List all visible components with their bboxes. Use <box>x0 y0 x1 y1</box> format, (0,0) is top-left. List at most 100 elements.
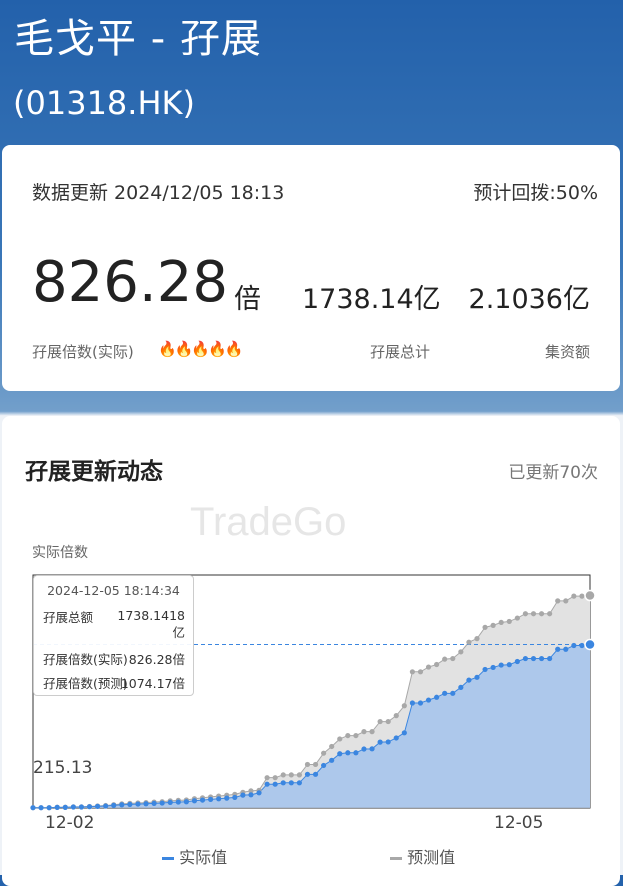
data-point-actual[interactable] <box>466 677 472 683</box>
data-point-actual[interactable] <box>321 762 327 769</box>
data-point-predicted[interactable] <box>506 618 512 625</box>
data-point-predicted[interactable] <box>248 788 254 794</box>
data-point-predicted[interactable] <box>530 611 537 617</box>
data-point-actual[interactable] <box>143 801 149 807</box>
data-point-predicted[interactable] <box>563 598 569 604</box>
data-point-actual[interactable] <box>409 700 416 706</box>
data-point-predicted[interactable] <box>377 718 383 725</box>
data-point-predicted[interactable] <box>522 611 529 617</box>
data-point-actual[interactable] <box>547 655 553 662</box>
data-point-actual[interactable] <box>563 646 569 652</box>
data-point-actual[interactable] <box>248 792 254 798</box>
data-point-predicted[interactable] <box>555 598 561 604</box>
data-point-actual[interactable] <box>127 801 133 807</box>
data-point-actual[interactable] <box>94 803 101 809</box>
data-point-actual[interactable] <box>538 655 545 662</box>
data-point-actual[interactable] <box>199 797 206 803</box>
data-point-actual[interactable] <box>288 780 294 786</box>
data-point-predicted[interactable] <box>385 718 391 725</box>
data-point-actual[interactable] <box>232 794 238 801</box>
data-point-actual[interactable] <box>103 803 109 809</box>
data-point-actual[interactable] <box>167 799 173 806</box>
data-point-actual[interactable] <box>304 771 311 777</box>
data-point-actual[interactable] <box>345 750 351 756</box>
data-point-actual[interactable] <box>224 795 230 801</box>
data-point-actual[interactable] <box>584 638 596 651</box>
data-point-actual[interactable] <box>264 781 270 787</box>
data-point-predicted[interactable] <box>442 656 448 662</box>
data-point-actual[interactable] <box>369 746 375 752</box>
data-point-predicted[interactable] <box>571 593 577 599</box>
data-point-actual[interactable] <box>490 664 496 671</box>
data-point-predicted[interactable] <box>304 761 311 768</box>
data-point-predicted[interactable] <box>417 669 424 675</box>
data-point-actual[interactable] <box>514 658 520 665</box>
data-point-predicted[interactable] <box>425 664 432 670</box>
data-point-actual[interactable] <box>425 697 432 703</box>
data-point-actual[interactable] <box>30 805 36 811</box>
data-point-actual[interactable] <box>385 739 391 745</box>
data-point-predicted[interactable] <box>321 750 327 756</box>
data-point-actual[interactable] <box>159 800 165 806</box>
data-point-predicted[interactable] <box>538 611 545 617</box>
data-point-actual[interactable] <box>46 805 52 811</box>
data-point-predicted[interactable] <box>458 649 464 655</box>
data-point-predicted[interactable] <box>312 761 319 768</box>
data-point-actual[interactable] <box>442 690 448 696</box>
data-point-predicted[interactable] <box>547 611 553 617</box>
data-point-actual[interactable] <box>38 805 44 811</box>
data-point-predicted[interactable] <box>288 772 294 778</box>
data-point-predicted[interactable] <box>498 619 504 626</box>
data-point-actual[interactable] <box>434 694 440 700</box>
data-point-actual[interactable] <box>506 662 512 668</box>
legend-predicted[interactable]: 预测值 <box>390 844 455 868</box>
data-point-predicted[interactable] <box>466 639 472 645</box>
data-point-predicted[interactable] <box>296 772 302 778</box>
data-point-actual[interactable] <box>522 655 529 662</box>
data-point-actual[interactable] <box>111 802 117 808</box>
data-point-actual[interactable] <box>312 771 319 777</box>
data-point-actual[interactable] <box>54 804 60 810</box>
data-point-actual[interactable] <box>151 800 157 806</box>
data-point-predicted[interactable] <box>434 661 440 668</box>
data-point-actual[interactable] <box>280 780 286 786</box>
data-point-actual[interactable] <box>207 796 214 803</box>
data-point-actual[interactable] <box>329 757 335 763</box>
data-point-actual[interactable] <box>393 735 399 741</box>
data-point-predicted[interactable] <box>474 636 480 642</box>
data-point-predicted[interactable] <box>369 729 375 735</box>
data-point-actual[interactable] <box>78 804 85 810</box>
data-point-actual[interactable] <box>417 700 424 706</box>
data-point-predicted[interactable] <box>490 622 496 628</box>
data-point-predicted[interactable] <box>329 743 335 750</box>
data-point-predicted[interactable] <box>401 703 407 709</box>
data-point-actual[interactable] <box>571 642 577 649</box>
data-point-actual[interactable] <box>296 780 302 786</box>
data-point-predicted[interactable] <box>272 775 278 781</box>
data-point-actual[interactable] <box>119 802 125 808</box>
data-point-predicted[interactable] <box>280 772 286 778</box>
data-point-predicted[interactable] <box>584 589 596 602</box>
legend-actual[interactable]: 实际值 <box>162 844 227 868</box>
data-point-predicted[interactable] <box>450 655 456 662</box>
data-point-predicted[interactable] <box>337 736 343 742</box>
data-point-actual[interactable] <box>482 666 488 673</box>
data-point-actual[interactable] <box>256 790 262 796</box>
data-point-predicted[interactable] <box>393 713 399 719</box>
data-point-actual[interactable] <box>361 746 367 752</box>
data-point-predicted[interactable] <box>361 729 367 735</box>
data-point-actual[interactable] <box>191 798 198 804</box>
data-point-predicted[interactable] <box>579 593 585 599</box>
data-point-predicted[interactable] <box>264 775 270 781</box>
data-point-actual[interactable] <box>272 781 278 787</box>
data-point-actual[interactable] <box>353 750 359 756</box>
data-point-actual[interactable] <box>498 662 504 668</box>
data-point-actual[interactable] <box>474 674 480 680</box>
data-point-predicted[interactable] <box>482 624 488 630</box>
data-point-actual[interactable] <box>240 792 246 798</box>
data-point-actual[interactable] <box>555 646 561 652</box>
data-point-actual[interactable] <box>70 804 76 810</box>
data-point-predicted[interactable] <box>353 732 359 739</box>
data-point-actual[interactable] <box>579 642 585 649</box>
